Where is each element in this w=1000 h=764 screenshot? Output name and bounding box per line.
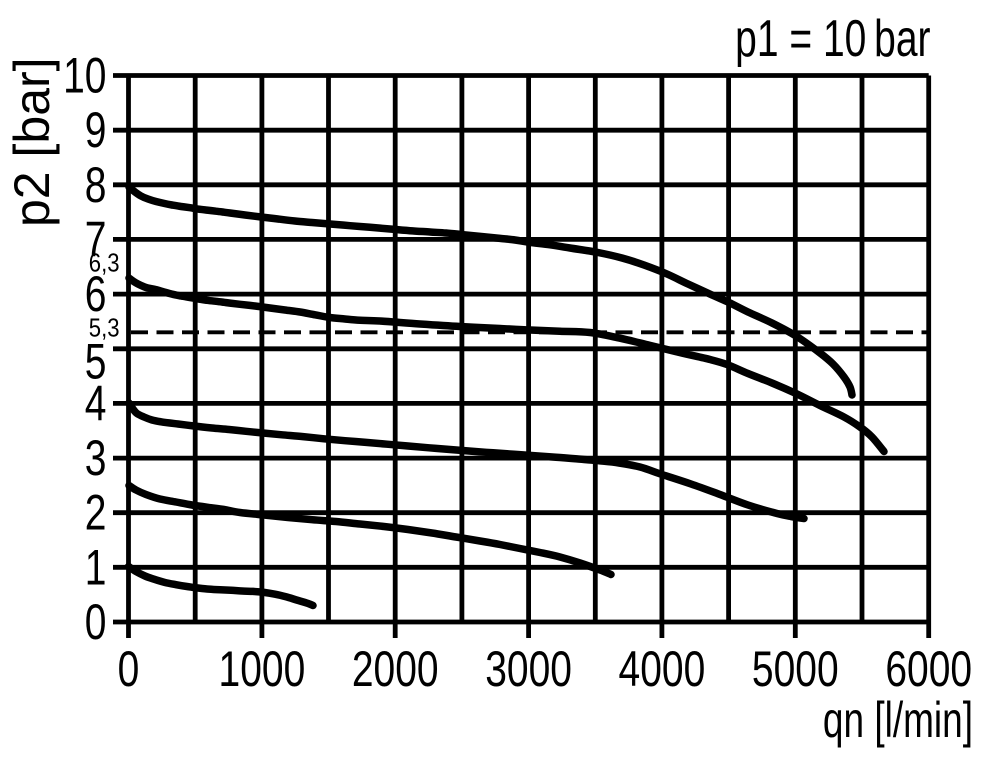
svg-text:6,3: 6,3 <box>89 249 120 278</box>
svg-text:3000: 3000 <box>485 640 572 697</box>
svg-text:7: 7 <box>85 211 107 268</box>
svg-text:2: 2 <box>85 484 107 541</box>
svg-text:qn [l/min]: qn [l/min] <box>823 693 973 749</box>
svg-text:3: 3 <box>85 429 107 486</box>
svg-text:1000: 1000 <box>219 640 306 697</box>
svg-text:p2 [bar]: p2 [bar] <box>4 57 60 227</box>
svg-text:0: 0 <box>85 593 107 650</box>
svg-text:6000: 6000 <box>885 640 972 697</box>
svg-text:10: 10 <box>63 47 106 104</box>
svg-text:4000: 4000 <box>619 640 706 697</box>
svg-text:6: 6 <box>85 265 107 322</box>
svg-text:5000: 5000 <box>752 640 839 697</box>
svg-text:5: 5 <box>85 333 107 390</box>
svg-text:0: 0 <box>118 640 140 697</box>
svg-text:1: 1 <box>85 539 107 596</box>
svg-text:p1 = 10 bar: p1 = 10 bar <box>735 8 930 67</box>
svg-text:4: 4 <box>85 375 107 432</box>
svg-text:9: 9 <box>85 101 107 158</box>
svg-text:5,3: 5,3 <box>89 314 120 343</box>
svg-text:2000: 2000 <box>352 640 439 697</box>
svg-text:8: 8 <box>85 156 107 213</box>
